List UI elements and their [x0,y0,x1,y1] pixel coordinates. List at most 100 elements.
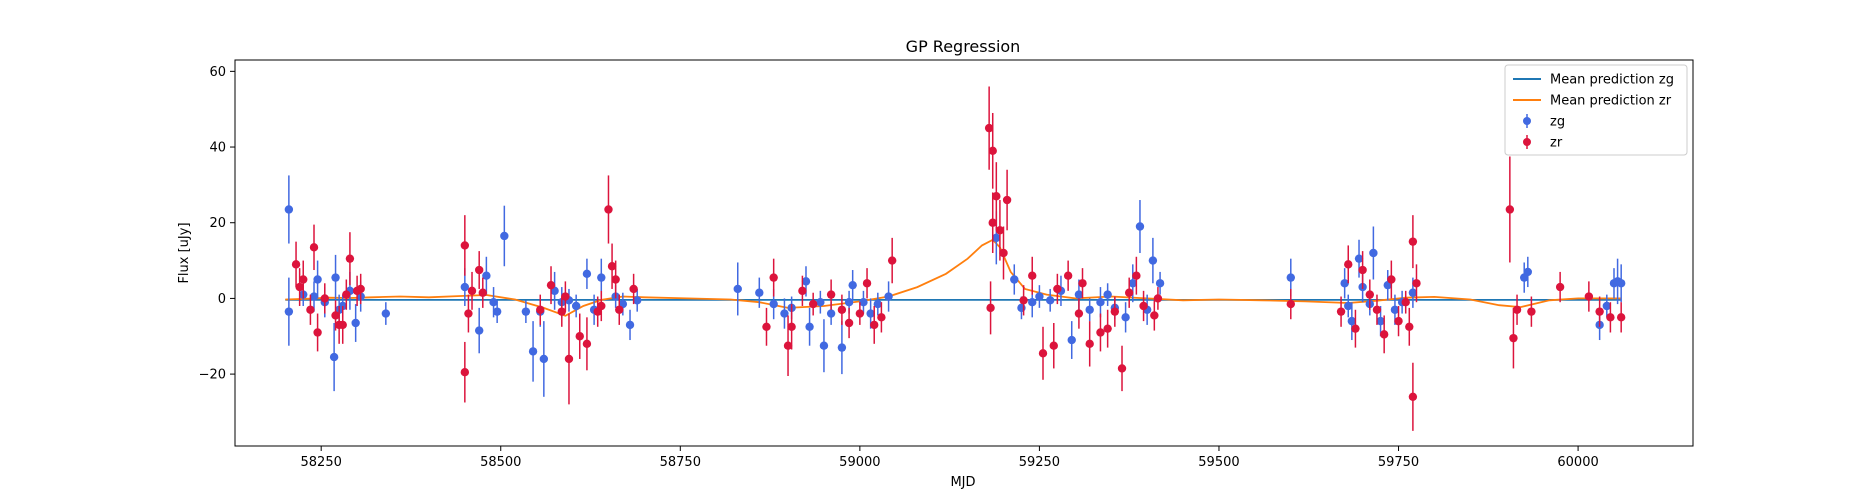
data-point-zr [1078,279,1087,288]
data-point-zr [1408,237,1418,246]
data-point-zg [848,280,857,290]
legend-marker-swatch [1523,117,1531,125]
data-point-zr [1616,313,1626,322]
data-point-zr [1336,307,1346,316]
legend-label: Mean prediction zg [1550,73,1674,88]
data-point-zr [582,339,592,349]
data-point-zg [1067,335,1076,345]
data-point-zr [1358,265,1367,275]
x-tick-label: 59000 [839,455,880,470]
data-point-zg [1376,316,1385,326]
data-point-zr [309,243,319,252]
data-point-zg [351,318,360,328]
data-point-zg [460,282,470,292]
axes-frame [234,59,1694,447]
x-tick-label: 59500 [1198,455,1239,470]
data-point-zg [331,273,340,282]
data-point-zr [597,301,606,311]
data-point-zr [557,307,566,316]
data-point-zr [1505,205,1515,214]
data-point-zg [521,307,531,316]
data-point-zr [1063,271,1073,280]
data-point-zr [1512,305,1522,314]
data-point-zr [1049,341,1058,350]
data-point-zr [1394,316,1403,326]
data-point-zr [478,288,487,297]
data-point-zr [1074,309,1084,318]
data-point-zr [1117,364,1127,373]
data-point-zr [870,320,879,330]
data-point-zr [546,280,556,290]
data-point-zg [805,322,814,331]
data-point-zg [309,292,319,301]
legend-entry: Mean prediction zg [1513,73,1674,88]
y-tick-label: 60 [209,65,226,80]
data-point-zr [607,262,617,271]
data-point-zr [1028,271,1037,280]
data-point-zg [1148,256,1158,265]
data-point-zg [313,275,322,284]
data-point-zr [1372,305,1382,314]
data-point-zr [1053,284,1062,294]
data-point-zg [1035,292,1044,301]
data-point-zg [884,292,893,301]
data-point-zg [769,299,778,309]
legend-label: zg [1550,115,1565,130]
data-layer [284,86,1626,431]
data-point-zr [345,254,355,263]
data-point-zg [500,231,509,241]
data-point-zr [1527,307,1536,316]
data-point-zr [1595,307,1604,316]
data-point-zg [1045,296,1055,305]
data-point-zr [342,290,351,299]
data-point-zr [460,368,470,377]
data-point-zr [1584,292,1594,301]
data-point-zg [474,326,484,335]
data-point-zg [1010,275,1019,284]
data-point-zg [625,320,635,330]
data-point-zg [1602,301,1612,311]
data-point-zg [1616,279,1626,288]
data-point-zr [1002,195,1012,205]
data-point-zg [816,297,825,307]
data-point-zg [819,341,829,350]
legend-entry: Mean prediction zr [1513,94,1672,109]
data-point-zr [1096,328,1105,337]
data-point-zr [988,218,997,227]
data-point-zr [1401,297,1410,307]
y-tick-label: 40 [209,141,226,156]
data-point-zg [859,297,868,307]
data-point-zg [873,299,883,309]
data-point-zr [986,303,995,313]
data-point-zr [855,309,865,318]
data-point-zg [1017,303,1026,313]
data-point-zg [1155,279,1165,288]
data-point-zr [331,311,340,320]
data-point-zr [995,226,1005,235]
legend: Mean prediction zg Mean prediction zr zg zr [1504,64,1688,156]
data-point-zg [844,297,854,307]
data-point-zg [482,271,491,280]
data-point-zr [313,328,322,337]
legend-label: Mean prediction zr [1550,94,1672,109]
data-point-zr [1405,322,1414,331]
data-point-zg [1523,267,1533,277]
legend-entry: zg [1523,114,1565,130]
legend-entry: zr [1523,135,1563,151]
data-point-zg [1103,290,1112,299]
data-point-zr [460,241,470,250]
data-point-zg [338,301,347,311]
x-tick-label: 60000 [1557,455,1598,470]
data-point-zg [284,307,294,316]
data-point-zr [1139,301,1148,311]
data-point-zr [356,284,365,294]
data-point-zr [1019,296,1028,305]
data-point-zr [762,322,771,331]
data-point-zg [329,352,339,362]
data-point-zg [992,233,1001,243]
data-point-zr [1408,392,1418,402]
data-point-zg [492,307,502,316]
data-point-zr [474,265,484,275]
data-point-zr [320,294,329,303]
